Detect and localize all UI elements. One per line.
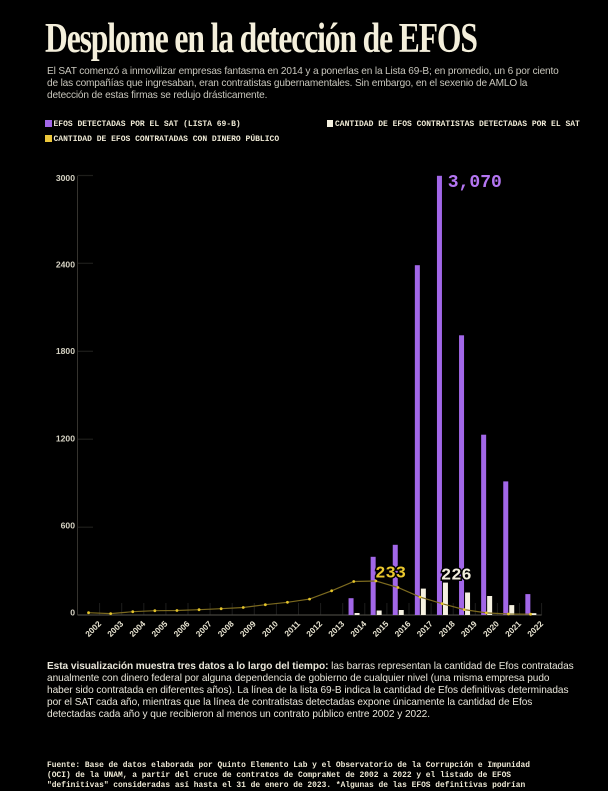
svg-text:233: 233 [375, 564, 406, 583]
svg-text:2003: 2003 [105, 618, 125, 638]
svg-text:2005: 2005 [149, 618, 169, 638]
svg-text:600: 600 [61, 520, 76, 530]
svg-text:2002: 2002 [83, 618, 103, 638]
svg-text:1200: 1200 [56, 434, 75, 444]
svg-text:2011: 2011 [282, 618, 302, 638]
svg-text:2008: 2008 [216, 618, 236, 638]
svg-text:2400: 2400 [56, 259, 75, 269]
svg-text:2021: 2021 [503, 618, 523, 638]
svg-text:2018: 2018 [437, 618, 457, 638]
svg-text:2010: 2010 [260, 618, 280, 638]
svg-text:2016: 2016 [392, 618, 412, 638]
svg-text:2006: 2006 [171, 618, 191, 638]
svg-text:2015: 2015 [370, 618, 390, 638]
svg-text:2020: 2020 [481, 618, 501, 638]
svg-text:2007: 2007 [194, 618, 214, 638]
svg-text:0: 0 [70, 608, 75, 618]
svg-text:2017: 2017 [415, 618, 435, 638]
svg-text:2022: 2022 [525, 618, 545, 638]
svg-text:1800: 1800 [56, 346, 75, 356]
svg-text:2014: 2014 [348, 618, 368, 638]
svg-text:2013: 2013 [326, 618, 346, 638]
svg-text:2019: 2019 [459, 618, 479, 638]
svg-text:3,070: 3,070 [448, 173, 502, 193]
svg-text:2012: 2012 [304, 618, 324, 638]
svg-text:2004: 2004 [127, 618, 147, 638]
svg-text:226: 226 [441, 566, 472, 585]
svg-text:3000: 3000 [56, 173, 75, 183]
svg-text:2009: 2009 [238, 618, 258, 638]
